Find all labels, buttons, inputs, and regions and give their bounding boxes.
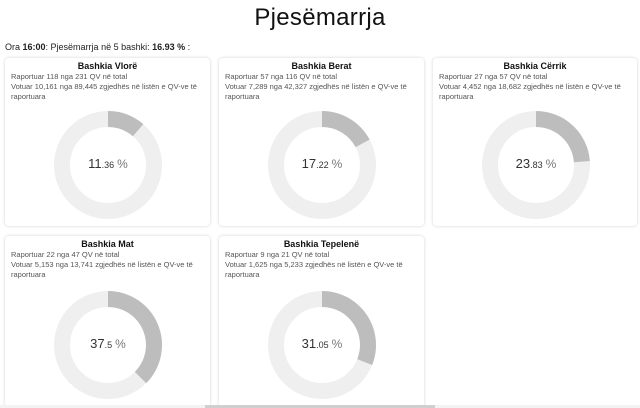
reported-stations: Raportuar 9 nga 21 QV në total bbox=[225, 250, 330, 259]
reported-stations: Raportuar 118 nga 231 QV në total bbox=[11, 72, 128, 81]
donut-turnout-segment bbox=[108, 111, 144, 137]
percent-decimal: .05 bbox=[316, 340, 329, 350]
summary-suffix: : bbox=[185, 42, 191, 52]
summary-prefix: Ora bbox=[5, 42, 23, 52]
percent-decimal: .36 bbox=[101, 160, 115, 170]
percent-integer: 11 bbox=[88, 156, 102, 171]
page-title: Pjesëmarrja bbox=[254, 4, 386, 31]
summary-middle: : Pjesëmarrja në 5 bashki: bbox=[45, 42, 153, 52]
municipality-card-tepelene: Bashkia Tepelenë Raportuar 9 nga 21 QV n… bbox=[219, 236, 424, 408]
reported-stations: Raportuar 22 nga 47 QV në total bbox=[11, 250, 120, 259]
voted-count: Votuar 5,153 nga 13,741 zgjedhës në list… bbox=[11, 260, 193, 279]
turnout-percent-label: 23.83% bbox=[496, 156, 576, 171]
percent-integer: 17 bbox=[301, 156, 317, 171]
donut-turnout-segment bbox=[322, 291, 376, 366]
summary-value: 16.93 % bbox=[152, 42, 186, 52]
voted-count: Votuar 7,289 nga 42,327 zgjedhës në list… bbox=[225, 82, 407, 101]
percent-sign: % bbox=[115, 337, 126, 351]
voted-count: Votuar 1,625 nga 5,233 zgjedhës në listë… bbox=[225, 260, 403, 279]
turnout-percent-label: 17.22% bbox=[282, 156, 362, 171]
turnout-donut bbox=[268, 291, 376, 399]
turnout-percent-label: 31.05% bbox=[282, 336, 362, 351]
scrollbar-thumb[interactable] bbox=[205, 405, 435, 408]
card-title: Bashkia Cërrik bbox=[503, 61, 567, 71]
percent-integer: 31 bbox=[301, 336, 317, 351]
percent-sign: % bbox=[331, 337, 343, 351]
percent-sign: % bbox=[545, 157, 557, 171]
turnout-percent-label: 11.36% bbox=[68, 156, 148, 171]
turnout-donut bbox=[54, 291, 162, 399]
voted-count: Votuar 10,161 nga 89,445 zgjedhës në lis… bbox=[11, 82, 197, 101]
municipality-card-vlore: Bashkia Vlorë Raportuar 118 nga 231 QV n… bbox=[5, 58, 210, 226]
voted-count: Votuar 4,452 nga 18,682 zgjedhës në list… bbox=[439, 82, 621, 101]
turnout-donut bbox=[268, 111, 376, 219]
card-title: Bashkia Mat bbox=[81, 239, 134, 249]
donut-turnout-segment bbox=[322, 111, 370, 148]
percent-sign: % bbox=[331, 157, 343, 171]
turnout-donut bbox=[482, 111, 590, 219]
percent-decimal: .83 bbox=[530, 160, 543, 170]
card-title: Bashkia Vlorë bbox=[77, 61, 138, 71]
turnout-donut bbox=[54, 111, 162, 219]
donut-turnout-segment bbox=[536, 111, 590, 163]
reported-stations: Raportuar 57 nga 116 QV në total bbox=[225, 72, 338, 81]
turnout-percent-label: 37.5% bbox=[68, 336, 148, 351]
percent-integer: 23 bbox=[515, 156, 531, 171]
turnout-summary: Ora 16:00: Pjesëmarrja në 5 bashki: 16.9… bbox=[5, 42, 190, 52]
municipality-card-berat: Bashkia Berat Raportuar 57 nga 116 QV në… bbox=[219, 58, 424, 226]
donut-turnout-segment bbox=[108, 291, 162, 384]
percent-decimal: .22 bbox=[316, 160, 329, 170]
municipality-card-mat: Bashkia Mat Raportuar 22 nga 47 QV në to… bbox=[5, 236, 210, 408]
percent-integer: 37 bbox=[90, 336, 105, 351]
summary-time: 16:00 bbox=[22, 42, 46, 52]
percent-sign: % bbox=[117, 157, 128, 171]
card-title: Bashkia Berat bbox=[291, 61, 352, 71]
percent-decimal: .5 bbox=[104, 340, 113, 350]
reported-stations: Raportuar 27 nga 57 QV në total bbox=[439, 72, 548, 81]
municipality-card-cerrik: Bashkia Cërrik Raportuar 27 nga 57 QV në… bbox=[433, 58, 637, 226]
card-title: Bashkia Tepelenë bbox=[283, 239, 360, 249]
horizontal-scrollbar[interactable] bbox=[0, 405, 640, 408]
